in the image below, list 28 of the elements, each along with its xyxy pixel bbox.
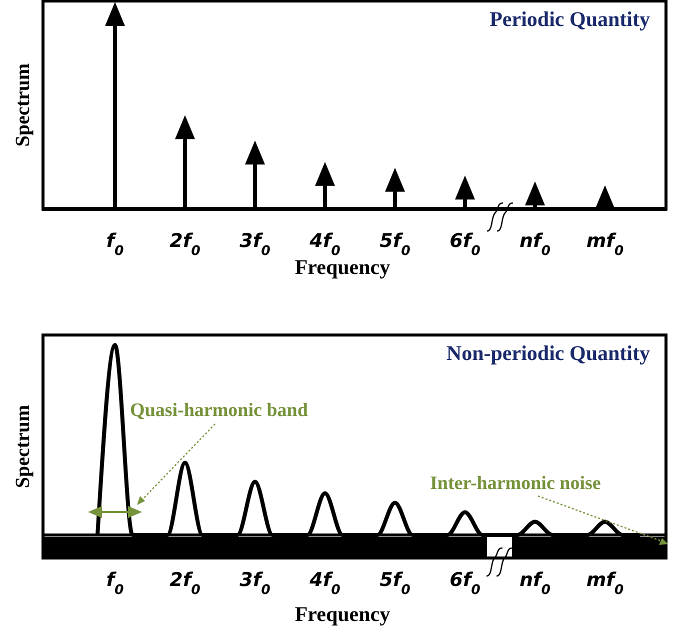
point [455,176,475,200]
x-tick-label: 6f$_{0}$ [450,230,480,258]
x-tick-label: 5f$_{0}$ [380,569,410,598]
point [315,162,335,186]
chart-title: Periodic Quantity [490,7,650,31]
x-tick-label: 3f$_{0}$ [240,569,270,598]
annotation: Quasi-harmonic band [130,400,308,421]
point [385,168,405,192]
x-tick-label: nf$_{0}$ [519,230,551,258]
x-tick-label: 2f$_{0}$ [170,569,200,598]
point [245,140,265,164]
x-tick-label: 6f$_{0}$ [450,569,480,598]
annotation: Inter-harmonic noise [430,473,601,494]
point [105,2,125,26]
x-tick-label: 3f$_{0}$ [240,230,270,258]
chart-title: Non-periodic Quantity [446,341,650,365]
point [175,115,195,140]
x-axis-title: Frequency [294,602,391,626]
x-tick-label: nf$_{0}$ [519,569,551,598]
x-tick-label: mf$_{0}$ [586,230,624,258]
x-tick-label: f$_{0}$ [106,230,124,258]
x-tick-label: f$_{0}$ [106,569,124,598]
point [525,181,545,206]
y-axis-title: Spectrum [12,404,34,488]
x-tick-label: mf$_{0}$ [586,569,624,598]
x-tick-label: 2f$_{0}$ [170,230,200,258]
x-tick-label: 4f$_{0}$ [308,569,340,598]
y-axis-title: Spectrum [12,63,34,147]
